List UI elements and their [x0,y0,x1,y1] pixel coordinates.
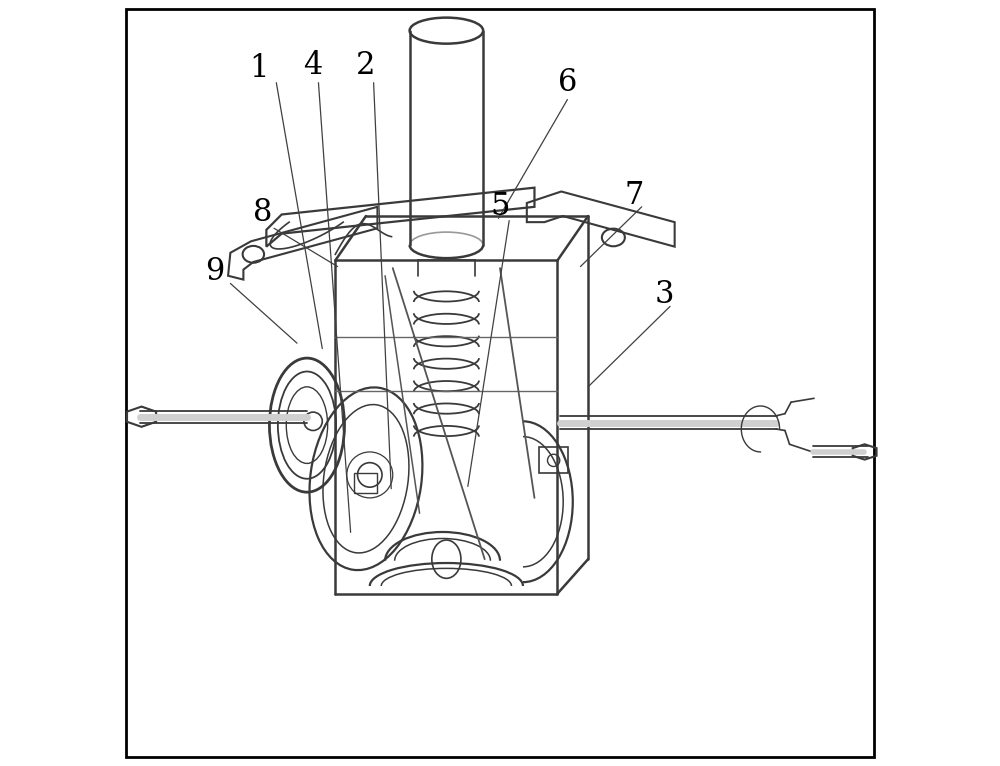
Text: 9: 9 [205,257,225,287]
Text: 1: 1 [249,54,268,84]
Text: 4: 4 [303,50,322,80]
Text: 2: 2 [356,50,376,80]
Text: 6: 6 [558,67,577,98]
Text: 7: 7 [624,180,644,211]
Text: 8: 8 [253,198,272,228]
Text: 3: 3 [655,280,674,310]
Text: 5: 5 [490,192,510,222]
